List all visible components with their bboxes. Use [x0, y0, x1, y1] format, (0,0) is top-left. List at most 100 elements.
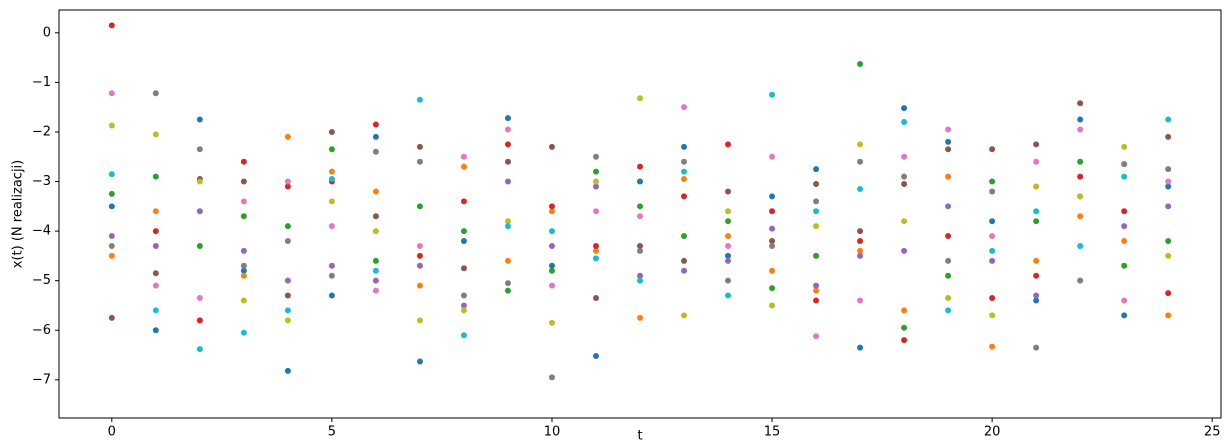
- point: [1165, 238, 1172, 245]
- point: [1121, 312, 1128, 319]
- point: [681, 233, 688, 240]
- y-tick-label: 0: [43, 25, 51, 40]
- point: [284, 277, 291, 284]
- point: [1077, 173, 1084, 180]
- point: [1165, 290, 1172, 297]
- point: [372, 121, 379, 128]
- point: [637, 213, 643, 220]
- point: [416, 282, 423, 289]
- point: [504, 287, 511, 294]
- point: [240, 262, 247, 269]
- point: [989, 295, 996, 302]
- point: [857, 252, 864, 259]
- point: [108, 314, 115, 321]
- point: [813, 166, 820, 173]
- y-tick-label: −1: [32, 75, 51, 90]
- point: [460, 228, 467, 235]
- point: [637, 277, 643, 284]
- point: [1121, 297, 1128, 304]
- point: [637, 163, 643, 170]
- point: [989, 178, 996, 185]
- point: [857, 61, 864, 68]
- point: [240, 272, 247, 279]
- point: [108, 203, 115, 210]
- point: [769, 225, 776, 232]
- y-axis-label: x(t) (N realizacji): [11, 160, 26, 268]
- point: [196, 295, 203, 302]
- point: [548, 374, 555, 381]
- point: [592, 255, 599, 262]
- point: [108, 122, 115, 129]
- point: [681, 257, 688, 264]
- point: [548, 143, 555, 150]
- point: [989, 247, 996, 254]
- point: [152, 282, 159, 289]
- point: [416, 317, 423, 324]
- point: [681, 267, 688, 274]
- point: [813, 223, 820, 230]
- point: [1165, 203, 1172, 210]
- point: [328, 146, 335, 153]
- point: [548, 267, 555, 274]
- point: [1165, 183, 1172, 190]
- point: [548, 282, 555, 289]
- point: [152, 270, 159, 277]
- x-tick-label: 25: [1204, 425, 1221, 440]
- point: [108, 90, 115, 97]
- point: [328, 198, 335, 205]
- point: [152, 90, 159, 97]
- point: [1033, 208, 1040, 215]
- point: [813, 333, 820, 340]
- point: [592, 208, 599, 215]
- point: [945, 295, 952, 302]
- point: [725, 218, 732, 225]
- point: [901, 324, 908, 331]
- point: [1033, 141, 1040, 148]
- x-tick-label: 0: [108, 425, 116, 440]
- x-axis-label: t: [637, 429, 642, 444]
- point: [725, 277, 732, 284]
- point: [725, 292, 732, 299]
- x-tick-label: 10: [544, 425, 561, 440]
- point: [240, 158, 247, 165]
- point: [284, 307, 291, 314]
- point: [328, 176, 335, 183]
- point: [504, 115, 511, 122]
- point: [504, 257, 511, 264]
- point: [637, 95, 643, 102]
- point: [372, 267, 379, 274]
- point: [989, 312, 996, 319]
- point: [725, 208, 732, 215]
- point: [681, 143, 688, 150]
- point: [1077, 242, 1084, 249]
- point: [240, 329, 247, 336]
- point: [372, 228, 379, 235]
- point: [945, 272, 952, 279]
- point: [240, 198, 247, 205]
- point: [240, 247, 247, 254]
- point: [1033, 272, 1040, 279]
- point: [372, 148, 379, 155]
- point: [857, 238, 864, 245]
- point: [504, 141, 511, 148]
- point: [637, 314, 643, 321]
- point: [681, 193, 688, 200]
- axes-frame: [58, 9, 1222, 419]
- point: [108, 242, 115, 249]
- point: [592, 168, 599, 175]
- point: [416, 203, 423, 210]
- point: [769, 208, 776, 215]
- point: [372, 287, 379, 294]
- point: [857, 297, 864, 304]
- point: [1121, 173, 1128, 180]
- point: [637, 203, 643, 210]
- point: [769, 238, 776, 245]
- point: [945, 138, 952, 145]
- point: [328, 272, 335, 279]
- point: [196, 242, 203, 249]
- point: [681, 104, 688, 111]
- point: [196, 346, 203, 353]
- point: [592, 247, 599, 254]
- point: [504, 218, 511, 225]
- point: [901, 119, 908, 126]
